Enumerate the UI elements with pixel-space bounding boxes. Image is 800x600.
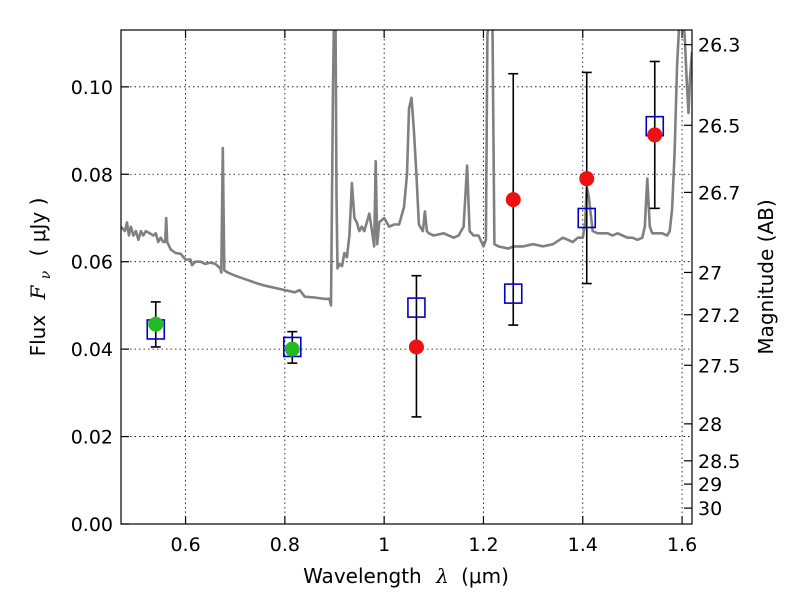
observed-point [647, 127, 663, 143]
magnitude-tick-label: 26.3 [698, 35, 740, 57]
magnitude-tick-label: 27.5 [698, 355, 740, 377]
x-axis-ticks: 0.6 0.8 1 1.2 1.4 1.6 [170, 30, 697, 556]
plot-area [121, 30, 692, 307]
y-tick-label: 0.04 [71, 339, 113, 361]
magnitude-tick-label: 27 [698, 262, 722, 284]
y-tick-label: 0.02 [71, 427, 113, 449]
x-axis-title-prefix: Wavelength [303, 564, 422, 588]
plot-frame [120, 29, 693, 525]
magnitude-axis-title: Magnitude (AB) [754, 199, 778, 354]
x-tick-label: 1.2 [468, 534, 498, 556]
y-tick-label: 0.00 [71, 514, 113, 536]
magnitude-tick-label: 26.7 [698, 182, 740, 204]
magnitude-tick-label: 30 [698, 498, 722, 520]
observed-point [505, 192, 521, 208]
x-tick-label: 0.8 [270, 534, 300, 556]
template-spectrum-line [121, 30, 692, 307]
x-tick-label: 1 [378, 534, 390, 556]
y-axis-ticks: 0.00 0.02 0.04 0.06 0.08 0.10 [71, 77, 129, 536]
magnitude-tick-label: 28.5 [698, 451, 740, 473]
x-axis-title-unit: (μm) [461, 564, 509, 588]
x-tick-label: 1.6 [667, 534, 697, 556]
observed-point [408, 339, 424, 355]
magnitude-tick-label: 26.5 [698, 115, 740, 137]
y-axis-title: Flux F ν ( μJy ) [26, 198, 55, 357]
y-tick-label: 0.10 [71, 77, 113, 99]
y-tick-label: 0.08 [71, 164, 113, 186]
x-axis-title: Wavelength λ (μm) [303, 564, 509, 588]
y-axis-title-unit: ( μJy ) [26, 198, 50, 257]
model-box-marker [407, 297, 426, 318]
magnitude-tick-label: 29 [698, 474, 722, 496]
model-box-marker [577, 207, 597, 229]
y-axis-title-subscript: ν [38, 270, 54, 279]
y-tick-label: 0.06 [71, 252, 113, 274]
observed-point [148, 316, 164, 332]
magnitude-tick-label: 28 [698, 414, 722, 436]
x-tick-label: 0.6 [170, 534, 200, 556]
model-box-layer [146, 115, 665, 358]
magnitude-tick-label: 27.2 [698, 305, 740, 327]
y-axis-title-prefix: Flux [26, 315, 50, 357]
x-axis-title-symbol: λ [435, 564, 449, 588]
model-box-marker [503, 283, 523, 304]
y-axis-title-symbol: F [26, 284, 50, 300]
observed-point-layer [148, 127, 663, 357]
observed-point [579, 171, 595, 187]
observed-point [284, 341, 300, 357]
x-tick-label: 1.4 [568, 534, 598, 556]
